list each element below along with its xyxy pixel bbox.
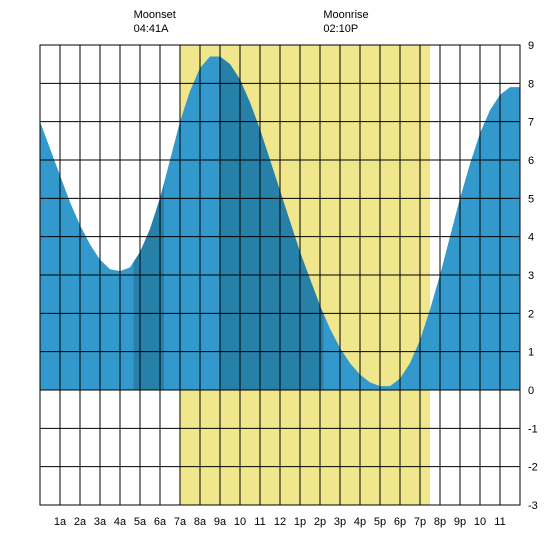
y-tick-label: 5 bbox=[528, 193, 534, 205]
tide-chart: -3-2-101234567891a2a3a4a5a6a7a8a9a101112… bbox=[0, 0, 550, 550]
y-tick-label: -1 bbox=[528, 423, 538, 435]
x-tick-label: 6p bbox=[394, 516, 406, 528]
x-tick-label: 9a bbox=[214, 516, 227, 528]
x-tick-label: 1p bbox=[294, 516, 306, 528]
x-tick-label: 7a bbox=[174, 516, 187, 528]
y-tick-label: 0 bbox=[528, 385, 534, 397]
moonrise-time: 02:10P bbox=[323, 23, 358, 35]
y-tick-label: 2 bbox=[528, 308, 534, 320]
y-tick-label: 1 bbox=[528, 347, 534, 359]
x-tick-label: 3p bbox=[334, 516, 346, 528]
x-tick-label: 2a bbox=[74, 516, 87, 528]
x-tick-label: 1a bbox=[54, 516, 67, 528]
x-tick-label: 6a bbox=[154, 516, 167, 528]
x-tick-label: 12 bbox=[274, 516, 286, 528]
chart-canvas: -3-2-101234567891a2a3a4a5a6a7a8a9a101112… bbox=[0, 0, 550, 550]
y-tick-label: 9 bbox=[528, 40, 534, 52]
x-tick-label: 4p bbox=[354, 516, 366, 528]
tide-area-dark-0 bbox=[134, 183, 164, 390]
y-tick-label: -2 bbox=[528, 462, 538, 474]
y-tick-label: 3 bbox=[528, 270, 534, 282]
y-tick-label: 4 bbox=[528, 232, 534, 244]
x-tick-label: 2p bbox=[314, 516, 326, 528]
moonset-time: 04:41A bbox=[134, 23, 170, 35]
y-tick-label: 6 bbox=[528, 155, 534, 167]
y-tick-label: -3 bbox=[528, 500, 538, 512]
x-tick-label: 5p bbox=[374, 516, 386, 528]
x-tick-label: 7p bbox=[414, 516, 426, 528]
x-tick-label: 5a bbox=[134, 516, 147, 528]
y-tick-label: 7 bbox=[528, 117, 534, 129]
x-tick-label: 10 bbox=[474, 516, 486, 528]
x-tick-label: 11 bbox=[494, 516, 505, 528]
x-tick-label: 4a bbox=[114, 516, 127, 528]
moonset-label: Moonset bbox=[134, 9, 176, 21]
x-tick-label: 11 bbox=[254, 516, 265, 528]
x-tick-label: 10 bbox=[234, 516, 246, 528]
x-tick-label: 8p bbox=[434, 516, 446, 528]
moonrise-label: Moonrise bbox=[323, 9, 368, 21]
x-tick-label: 3a bbox=[94, 516, 107, 528]
x-tick-label: 8a bbox=[194, 516, 207, 528]
y-tick-label: 8 bbox=[528, 78, 534, 90]
x-tick-label: 9p bbox=[454, 516, 466, 528]
